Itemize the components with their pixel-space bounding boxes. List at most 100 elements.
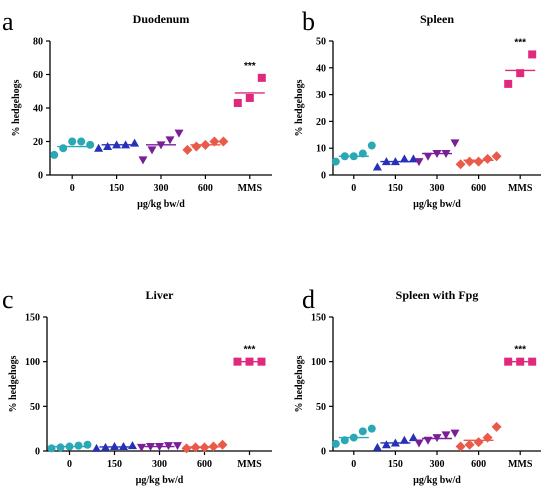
data-point [473, 156, 484, 167]
data-point [218, 136, 229, 147]
data-point [473, 437, 484, 448]
data-point [128, 441, 137, 450]
y-tick-label: 20 [33, 137, 43, 148]
data-point [50, 150, 59, 159]
y-tick-label: 150 [311, 313, 326, 324]
panel-title: Spleen with Fpg [396, 288, 479, 302]
data-point [137, 443, 146, 452]
data-point [77, 137, 86, 146]
data-point [455, 159, 466, 170]
data-point [130, 138, 140, 147]
x-tick-label: MMS [237, 459, 262, 470]
data-point [482, 432, 493, 443]
y-tick-label: 150 [25, 313, 40, 324]
data-point [464, 439, 475, 450]
data-point [245, 93, 254, 102]
data-point [414, 439, 424, 448]
y-tick-label: 30 [316, 90, 326, 101]
data-point [516, 69, 525, 78]
x-axis-label: µg/kg bw/d [413, 475, 461, 486]
x-axis-label: µg/kg bw/d [136, 475, 184, 486]
x-axis-label: µg/kg bw/d [137, 199, 185, 210]
y-tick-label: 0 [38, 171, 43, 182]
data-point [191, 141, 202, 152]
data-point [399, 435, 409, 444]
data-point [408, 154, 418, 163]
panel-letter: c [2, 285, 14, 314]
x-tick-label: 600 [198, 183, 213, 194]
data-point [47, 444, 56, 453]
panel-letter: b [302, 7, 315, 36]
y-tick-label: 50 [316, 402, 326, 413]
x-tick-label: 300 [152, 459, 167, 470]
y-tick-label: 100 [311, 357, 326, 368]
data-point [103, 142, 113, 151]
x-tick-label: MMS [508, 183, 533, 194]
x-tick-label: 300 [430, 459, 445, 470]
x-tick-label: 0 [351, 183, 356, 194]
data-point [372, 162, 382, 171]
data-point [491, 151, 502, 162]
x-tick-label: 600 [197, 459, 212, 470]
data-point [119, 442, 128, 451]
y-axis-label: % hedgehogs [11, 79, 22, 136]
data-point [56, 443, 65, 452]
y-tick-label: 40 [33, 104, 43, 115]
data-point [74, 441, 83, 450]
significance-label: *** [514, 37, 526, 48]
x-tick-label: 150 [388, 183, 403, 194]
panel-title: Liver [146, 288, 175, 302]
data-point [482, 153, 493, 164]
data-point [138, 156, 148, 165]
data-point [372, 442, 382, 451]
panel-a: a Duodenum 0 20 40 60 80 % hedgehogs 0 150 300 600 M… [2, 7, 272, 210]
data-point [450, 429, 460, 438]
data-point [83, 440, 92, 449]
data-point [86, 140, 95, 149]
y-tick-label: 0 [321, 171, 326, 182]
significance-label: *** [244, 61, 256, 72]
significance-label: *** [244, 345, 256, 356]
data-point [423, 152, 433, 161]
data-point [182, 144, 193, 155]
panel-letter: d [302, 285, 315, 314]
data-point [504, 79, 513, 88]
y-tick-label: 40 [316, 63, 326, 74]
y-axis-label: % hedgehogs [294, 79, 305, 136]
significance-label: *** [514, 345, 526, 356]
data-point [455, 441, 466, 452]
x-tick-label: MMS [238, 183, 263, 194]
data-point [209, 136, 220, 147]
x-tick-label: MMS [508, 459, 533, 470]
data-point [399, 154, 409, 163]
x-tick-label: 600 [471, 183, 486, 194]
y-tick-label: 20 [316, 117, 326, 128]
data-point [59, 144, 68, 153]
x-tick-label: 0 [67, 459, 72, 470]
x-axis-label: µg/kg bw/d [413, 199, 461, 210]
panel-d: d Spleen with Fpg 0 50 100 150 % hedgehogs 0 150… [294, 285, 541, 486]
data-point [331, 439, 340, 448]
data-point [464, 156, 475, 167]
panel-b: b Spleen 0 10 20 30 40 50 % hedgehogs 0 150 300 600 M… [294, 7, 541, 210]
y-axis-label: % hedgehogs [8, 355, 19, 412]
y-tick-label: 50 [30, 402, 40, 413]
data-point [367, 424, 376, 433]
data-point [441, 431, 451, 440]
x-tick-label: 600 [471, 459, 486, 470]
y-tick-label: 60 [33, 70, 43, 81]
panel-title: Spleen [420, 12, 454, 26]
data-point [414, 158, 424, 167]
data-point [147, 146, 157, 155]
panel-letter: a [2, 7, 14, 36]
data-point [381, 440, 391, 449]
x-tick-label: 150 [107, 459, 122, 470]
x-tick-label: 300 [430, 183, 445, 194]
data-point [491, 421, 502, 432]
data-point [68, 137, 77, 146]
y-tick-label: 0 [321, 447, 326, 458]
data-point [257, 73, 266, 82]
data-point [331, 157, 340, 166]
panel-c: c Liver 0 50 100 150 % hedgehogs 0 150 300 600 MMS µ… [2, 285, 272, 486]
